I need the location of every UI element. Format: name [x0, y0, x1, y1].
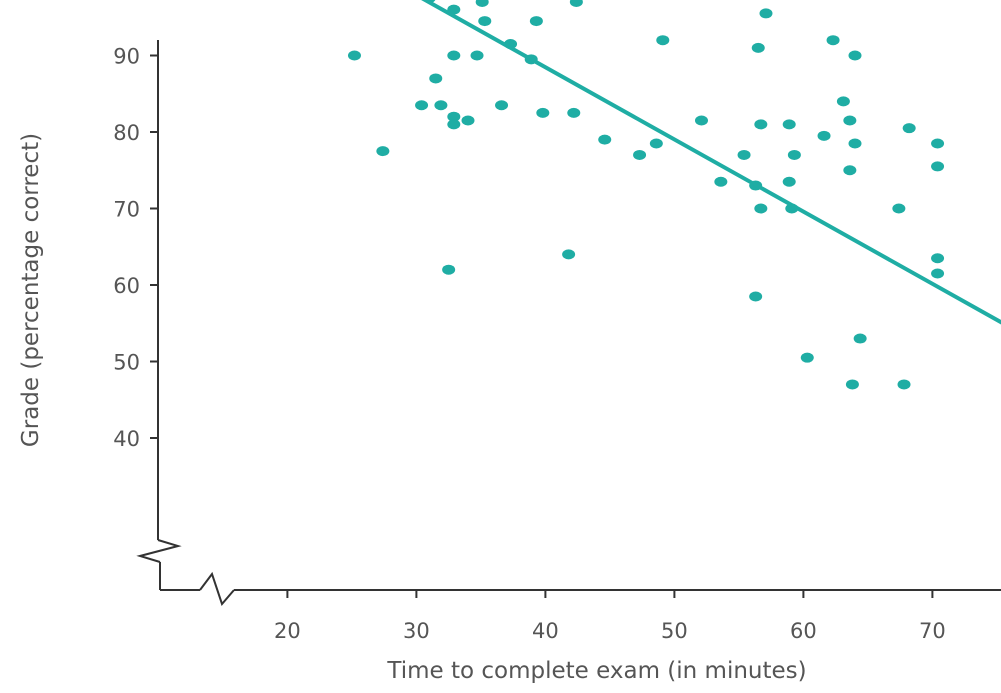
- data-point: [447, 50, 461, 61]
- regression-line-group: [421, 0, 1001, 325]
- y-axis-break: [136, 539, 182, 563]
- x-tick-label: 20: [274, 619, 301, 643]
- data-point: [782, 176, 796, 187]
- data-point: [649, 138, 663, 149]
- data-point: [567, 107, 581, 118]
- data-point: [782, 119, 796, 130]
- y-tick-label: 90: [113, 45, 140, 69]
- data-point: [931, 138, 945, 149]
- data-point: [633, 149, 647, 160]
- x-tick-label: 30: [403, 619, 430, 643]
- data-point: [434, 100, 448, 111]
- data-point: [536, 107, 550, 118]
- x-tick-label: 40: [532, 619, 559, 643]
- data-point: [714, 176, 728, 187]
- data-point: [447, 111, 461, 122]
- data-point: [529, 16, 543, 27]
- regression-line: [421, 0, 1001, 325]
- data-point: [836, 96, 850, 107]
- data-point: [376, 146, 390, 157]
- data-point: [843, 165, 857, 176]
- x-tick-label: 60: [790, 619, 817, 643]
- data-point: [826, 35, 840, 46]
- data-point: [749, 291, 763, 302]
- data-point: [800, 352, 814, 363]
- y-tick-label: 60: [113, 274, 140, 298]
- x-axis-break: [199, 571, 235, 606]
- data-point: [845, 379, 859, 390]
- data-point: [470, 50, 484, 61]
- data-point: [931, 161, 945, 172]
- data-point: [754, 119, 768, 130]
- data-point: [853, 333, 867, 344]
- data-point: [442, 264, 456, 275]
- x-tick-label: 50: [661, 619, 688, 643]
- data-point: [447, 119, 461, 130]
- y-tick-label: 80: [113, 121, 140, 145]
- data-point: [694, 115, 708, 126]
- data-point: [848, 50, 862, 61]
- x-axis-label: Time to complete exam (in minutes): [386, 658, 806, 684]
- data-points: [347, 0, 945, 390]
- data-point: [759, 8, 773, 19]
- data-point: [478, 16, 492, 27]
- data-point: [817, 130, 831, 141]
- data-point: [475, 0, 489, 7]
- data-point: [892, 203, 906, 214]
- data-point: [562, 249, 576, 260]
- y-tick-label: 40: [113, 427, 140, 451]
- data-point: [461, 115, 475, 126]
- data-point: [902, 123, 916, 134]
- y-tick-label: 70: [113, 198, 140, 222]
- x-tick-label: 70: [919, 619, 946, 643]
- data-point: [897, 379, 911, 390]
- data-point: [931, 268, 945, 279]
- data-point: [843, 115, 857, 126]
- data-point: [848, 138, 862, 149]
- axes: [136, 40, 1001, 606]
- data-point: [931, 253, 945, 264]
- data-point: [429, 73, 443, 84]
- y-axis-label: Grade (percentage correct): [18, 133, 44, 447]
- data-point: [656, 35, 670, 46]
- data-point: [569, 0, 583, 7]
- data-point: [415, 100, 429, 111]
- data-point: [787, 149, 801, 160]
- data-point: [598, 134, 612, 145]
- data-point: [751, 42, 765, 53]
- data-point: [347, 50, 361, 61]
- y-tick-label: 50: [113, 351, 140, 375]
- data-point: [754, 203, 768, 214]
- data-point: [737, 149, 751, 160]
- tick-labels: 405060708090100203040506070: [113, 45, 946, 644]
- data-point: [495, 100, 509, 111]
